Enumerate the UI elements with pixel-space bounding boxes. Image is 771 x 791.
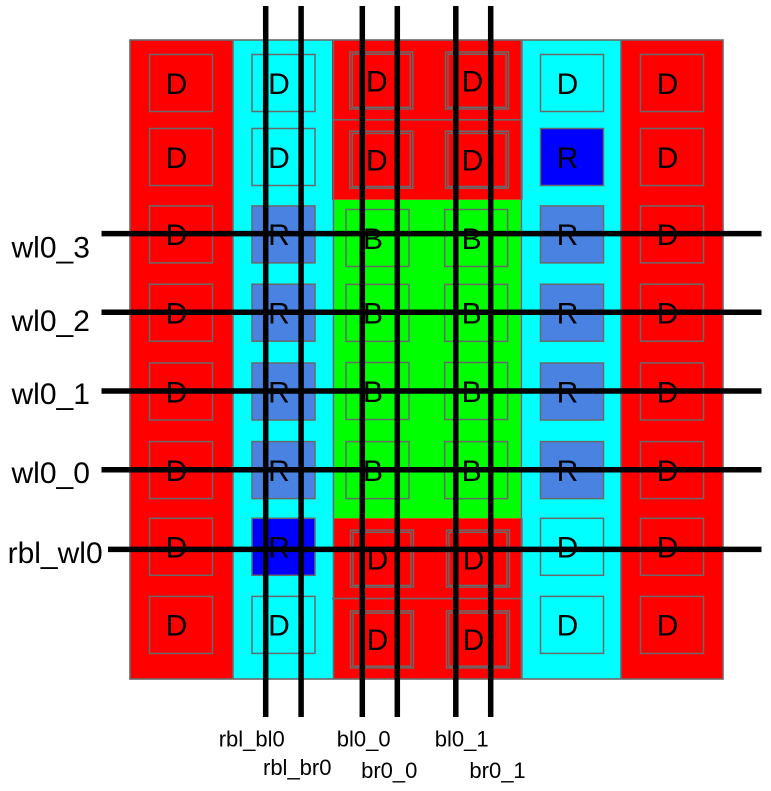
svg-text:br0_1: br0_1: [469, 758, 525, 783]
svg-text:wl0_0: wl0_0: [11, 457, 90, 490]
svg-text:D: D: [557, 610, 579, 643]
svg-text:B: B: [462, 223, 482, 256]
svg-text:D: D: [166, 142, 188, 175]
svg-text:D: D: [657, 142, 679, 175]
svg-text:wl0_2: wl0_2: [11, 305, 90, 338]
svg-text:D: D: [462, 65, 484, 98]
svg-text:B: B: [363, 223, 383, 256]
svg-text:D: D: [366, 144, 388, 177]
svg-text:D: D: [366, 65, 388, 98]
svg-text:D: D: [657, 610, 679, 643]
svg-text:rbl_bl0: rbl_bl0: [219, 726, 285, 751]
svg-text:D: D: [268, 68, 290, 101]
svg-text:D: D: [657, 68, 679, 101]
svg-text:D: D: [268, 142, 290, 175]
svg-text:wl0_1: wl0_1: [11, 378, 90, 411]
svg-text:D: D: [268, 610, 290, 643]
svg-text:wl0_3: wl0_3: [11, 232, 90, 265]
svg-text:D: D: [367, 624, 389, 657]
svg-text:D: D: [166, 610, 188, 643]
svg-text:D: D: [463, 624, 485, 657]
svg-text:D: D: [166, 68, 188, 101]
svg-text:rbl_br0: rbl_br0: [263, 755, 331, 780]
svg-text:R: R: [557, 142, 579, 175]
svg-text:rbl_wl0: rbl_wl0: [8, 537, 103, 570]
svg-text:bl0_1: bl0_1: [435, 726, 489, 751]
svg-text:D: D: [462, 144, 484, 177]
svg-text:bl0_0: bl0_0: [337, 726, 391, 751]
svg-text:br0_0: br0_0: [361, 758, 417, 783]
svg-text:D: D: [557, 68, 579, 101]
